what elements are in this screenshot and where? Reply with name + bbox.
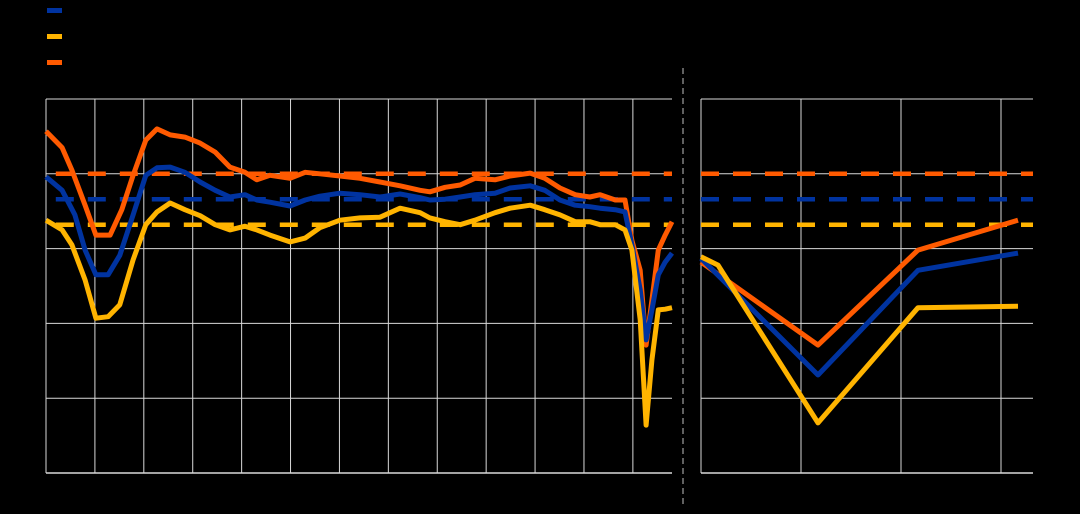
- legend-swatch-blue: [47, 8, 62, 13]
- series-line-yellow: [699, 254, 1019, 426]
- series-line-blue: [44, 164, 674, 343]
- chart-panel-left: [44, 98, 675, 474]
- series-line-yellow: [44, 200, 673, 428]
- chart-panel-right: [699, 98, 1033, 474]
- series-line-blue: [699, 250, 1019, 378]
- legend-swatch-orange: [47, 60, 62, 65]
- series-line-orange: [699, 217, 1019, 348]
- legend: [47, 8, 62, 65]
- series-line-orange: [44, 126, 675, 348]
- legend-swatch-yellow: [47, 34, 62, 39]
